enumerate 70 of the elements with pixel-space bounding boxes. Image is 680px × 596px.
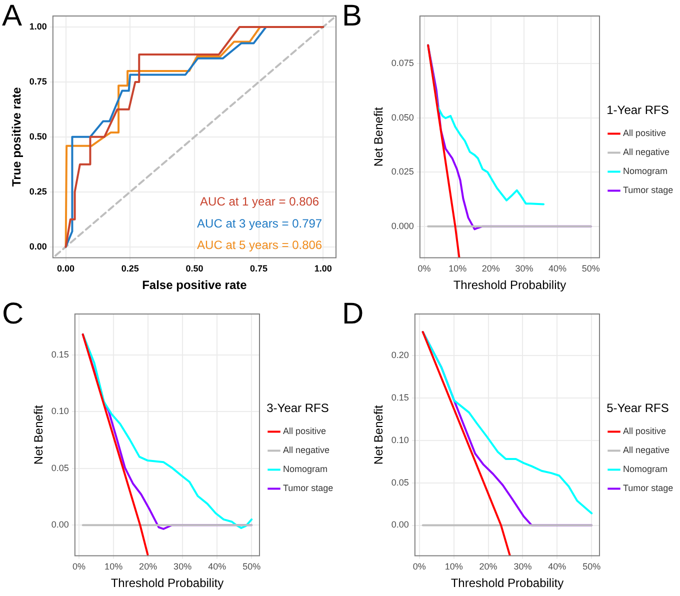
legend-title: 3-Year RFS (266, 401, 329, 416)
x-tick-label: 30% (515, 264, 534, 274)
chart-title: A (2, 0, 22, 32)
x-tick-label: 1.00 (314, 264, 332, 274)
x-tick-label: 50% (582, 264, 600, 274)
x-tick-label: 0.75 (250, 264, 268, 274)
legend-label: All negative (283, 445, 330, 456)
y-tick-label: 0.00 (51, 520, 69, 530)
y-axis-title: Net Benefit (372, 106, 386, 167)
y-tick-label: 0.10 (391, 434, 409, 445)
y-axis-title: Net Benefit (372, 404, 386, 465)
x-tick-label: 40% (548, 264, 567, 274)
y-tick-label: 0.050 (391, 112, 414, 122)
chart-title: C (2, 297, 24, 330)
x-tick-label: 30% (514, 562, 532, 572)
y-tick-label: 0.25 (29, 186, 47, 196)
x-tick-label: 50% (242, 562, 261, 572)
chart-title: B (342, 0, 362, 32)
legend-label: Tumor stage (623, 185, 674, 196)
y-axis-title: True positive rate (10, 86, 24, 187)
y-tick-label: 0.15 (391, 392, 409, 402)
x-tick-label: 0% (412, 562, 426, 572)
x-tick-label: 0.50 (186, 264, 204, 274)
y-tick-label: 0.75 (29, 76, 47, 86)
x-tick-label: 20% (482, 264, 500, 274)
y-tick-label: 0.075 (391, 58, 414, 68)
legend-label: Tumor stage (283, 483, 334, 494)
x-tick-label: 0% (72, 562, 86, 572)
legend-title: 1-Year RFS (606, 103, 669, 118)
x-tick-label: 10% (448, 264, 467, 274)
y-tick-label: 0.00 (391, 520, 409, 530)
x-tick-label: 0.25 (121, 264, 139, 274)
x-tick-label: 50% (582, 562, 601, 572)
y-tick-label: 0.05 (51, 462, 69, 473)
y-tick-label: 0.10 (51, 406, 69, 416)
y-tick-label: 0.15 (51, 349, 69, 360)
x-tick-label: 40% (548, 562, 566, 572)
x-axis-title: Threshold Probability (450, 576, 564, 590)
legend-label: Nomogram (623, 464, 668, 474)
legend-label: Nomogram (623, 166, 668, 176)
legend-label: All negative (623, 445, 670, 456)
legend-label: All positive (623, 128, 666, 138)
x-axis-title: Threshold Probability (453, 278, 566, 292)
legend-label: All negative (623, 147, 670, 158)
x-tick-label: 20% (479, 562, 498, 572)
annotation: AUC at 3 years = 0.797 (197, 216, 322, 230)
legend-label: All positive (623, 426, 666, 436)
x-tick-label: 10% (444, 562, 463, 572)
x-axis-title: False positive rate (142, 278, 248, 292)
x-tick-label: 40% (208, 562, 226, 572)
legend-label: Nomogram (283, 464, 328, 474)
x-tick-label: 30% (174, 562, 192, 572)
y-tick-label: 0.20 (391, 350, 409, 360)
chart-title: D (342, 297, 364, 330)
legend-title: 5-Year RFS (606, 401, 669, 416)
x-tick-label: 0% (418, 264, 431, 274)
y-tick-label: 0.50 (29, 131, 47, 142)
y-axis-title: Net Benefit (32, 404, 46, 465)
y-tick-label: 0.025 (391, 166, 414, 177)
legend-label: All positive (283, 426, 326, 436)
legend-label: Tumor stage (623, 483, 674, 494)
x-axis-title: Threshold Probability (110, 576, 224, 590)
annotation: AUC at 5 years = 0.806 (197, 238, 322, 252)
y-tick-label: 1.00 (29, 21, 47, 32)
y-tick-label: 0.05 (391, 477, 409, 488)
x-tick-label: 20% (139, 562, 158, 572)
y-tick-label: 0.00 (29, 241, 47, 252)
annotation: AUC at 1 year = 0.806 (200, 194, 320, 208)
y-tick-label: 0.000 (391, 220, 414, 231)
x-tick-label: 10% (104, 562, 123, 572)
